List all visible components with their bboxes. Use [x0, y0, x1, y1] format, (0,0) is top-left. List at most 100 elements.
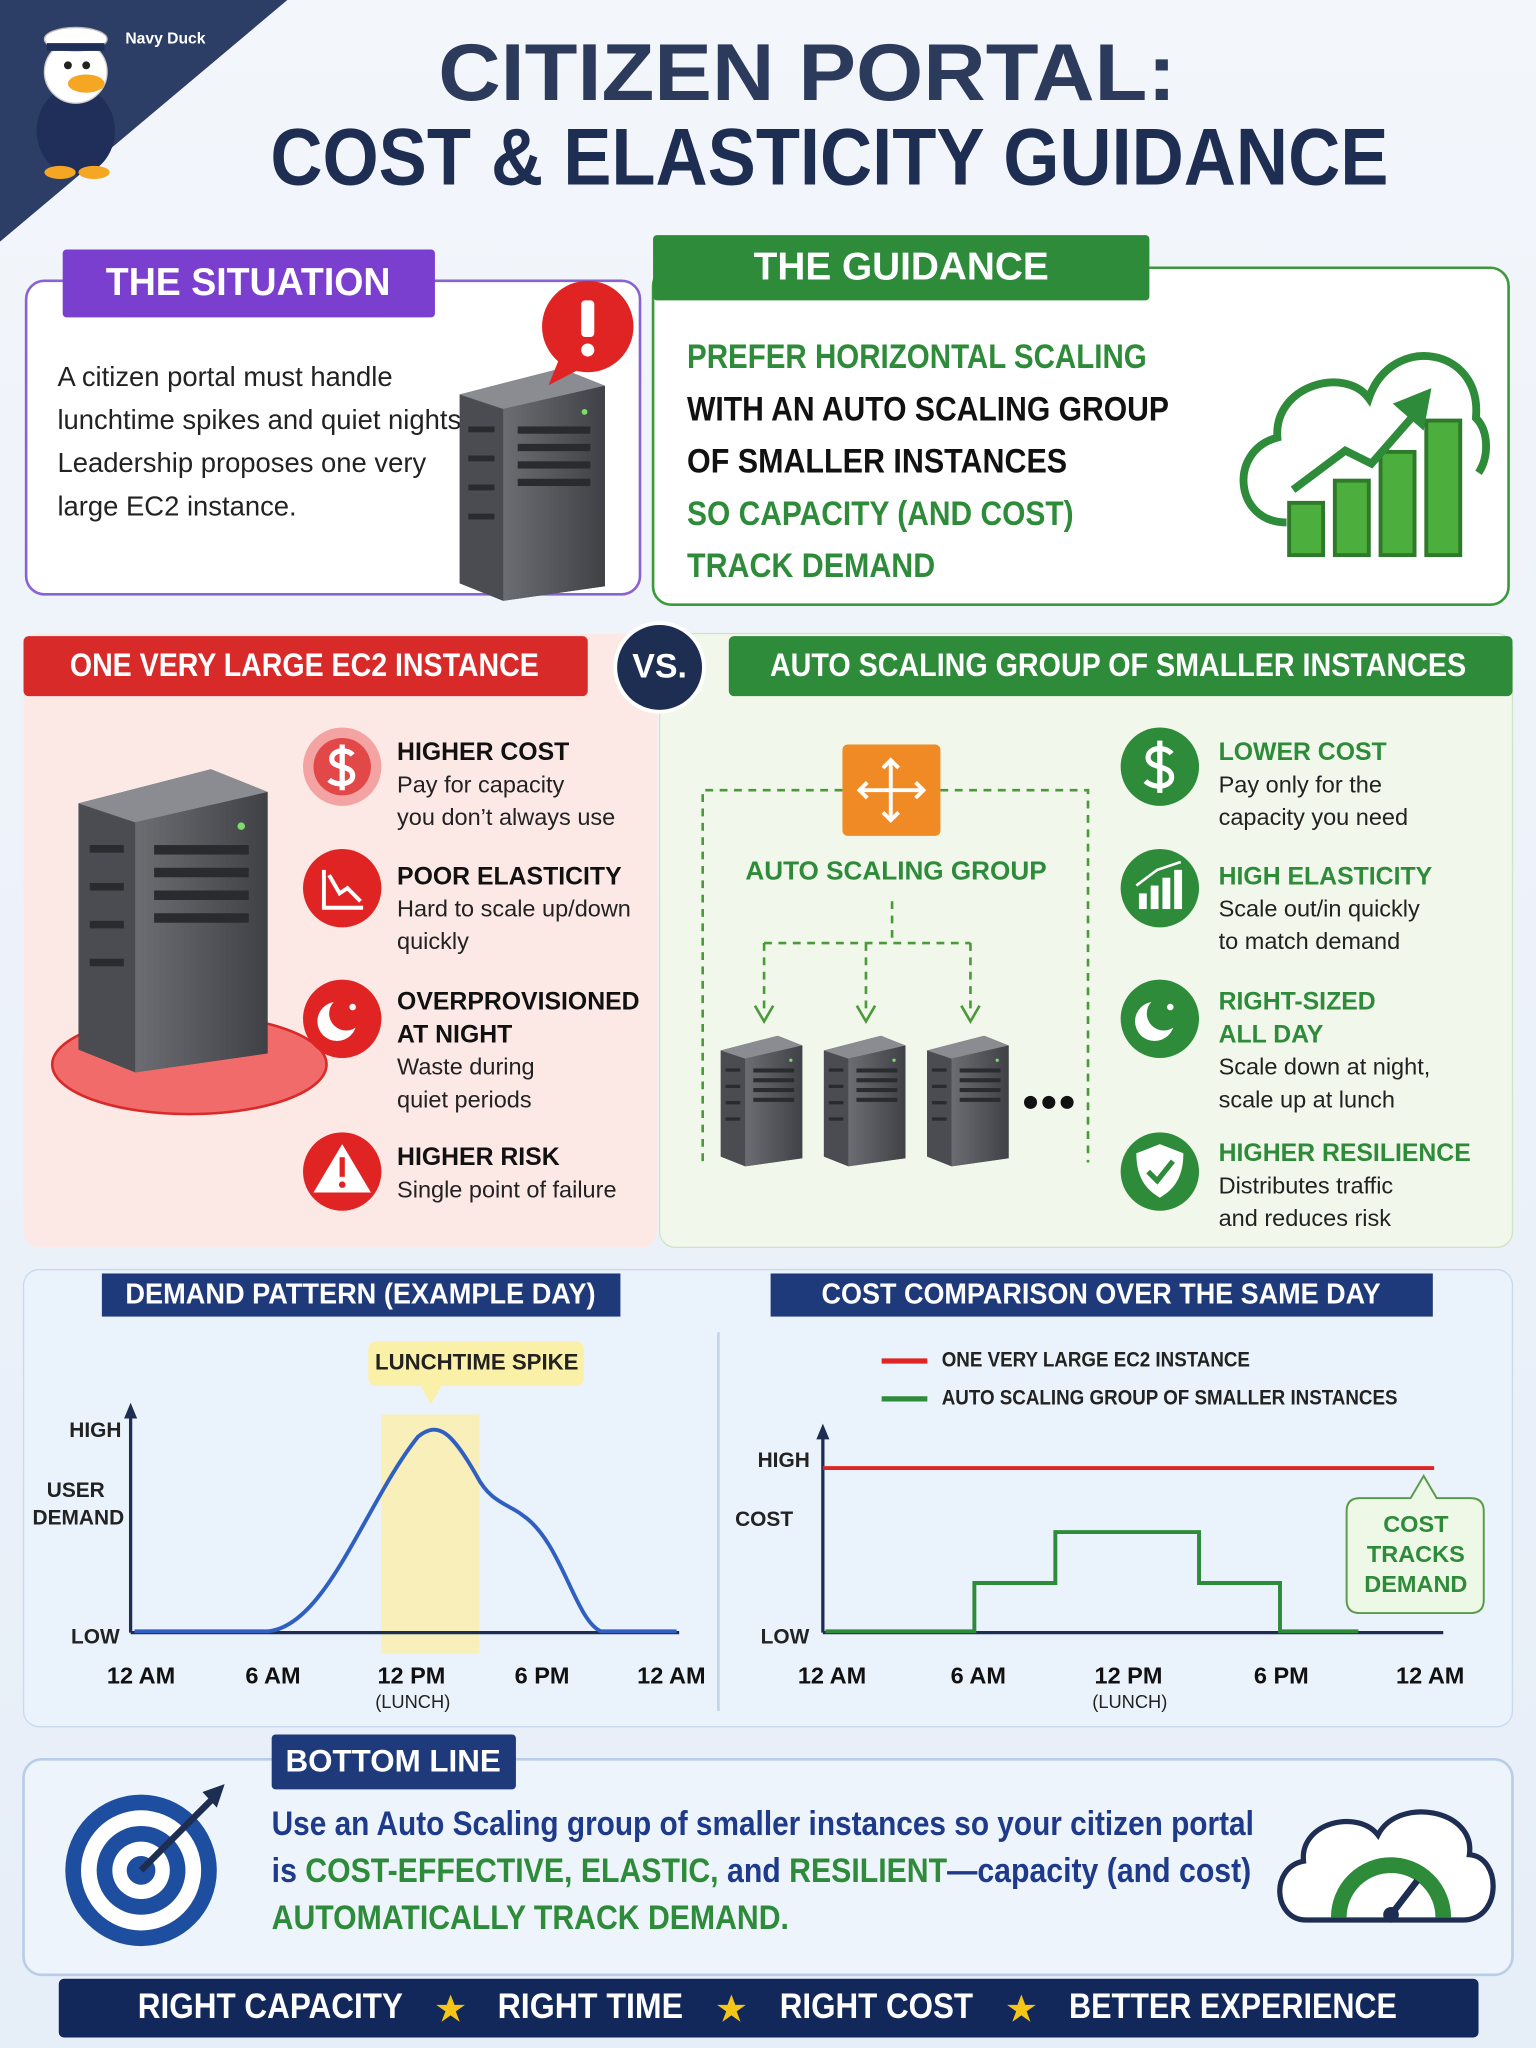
item-desc: capacity you need — [1219, 804, 1408, 830]
small-server — [720, 1035, 803, 1167]
guidance-text: WITH AN AUTO SCALING GROUP — [687, 390, 1169, 428]
item-desc: Scale out/in quickly — [1219, 896, 1420, 922]
left-heading: ONE VERY LARGE EC2 INSTANCE — [70, 646, 539, 683]
chart-title-bar — [101, 1273, 621, 1317]
situation-tab — [62, 249, 435, 318]
bottom-text: Use an Auto Scaling group of smaller ins… — [272, 1805, 1254, 1843]
callout-pointer — [420, 1385, 442, 1405]
large-server — [78, 769, 268, 1073]
chart-title: COST COMPARISON OVER THE SAME DAY — [822, 1278, 1381, 1310]
legend-label: AUTO SCALING GROUP OF SMALLER INSTANCES — [942, 1386, 1398, 1409]
y-axis-label: DEMAND — [33, 1507, 125, 1530]
x-tick-label: 6 PM — [1254, 1662, 1309, 1688]
x-tick-label: 12 AM — [1396, 1662, 1464, 1688]
bottom-tab — [271, 1734, 516, 1790]
cloud-growth-icon — [1239, 352, 1490, 558]
alert-icon — [542, 280, 634, 386]
text-run: —capacity (and cost) — [947, 1852, 1251, 1890]
asg-icon-arrows — [856, 757, 927, 824]
callout-box — [1345, 1473, 1485, 1615]
y-axis-label: COST — [735, 1508, 793, 1531]
guidance-heading: THE GUIDANCE — [754, 245, 1049, 288]
situation-text: large EC2 instance. — [57, 490, 296, 521]
footer-item: BETTER EXPERIENCE — [1069, 1987, 1397, 2026]
asg-label: AUTO SCALING GROUP — [745, 855, 1046, 885]
elasticity-icon — [1120, 848, 1200, 928]
axis-arrow — [816, 1423, 830, 1440]
item-desc: scale up at lunch — [1219, 1086, 1395, 1112]
item-desc: Pay for capacity — [397, 771, 564, 797]
guidance-text: OF SMALLER INSTANCES — [687, 443, 1067, 481]
callout-label: TRACKS — [1367, 1541, 1465, 1567]
item-desc: Distributes traffic — [1219, 1172, 1394, 1198]
small-server — [823, 1035, 906, 1167]
more-dots — [1024, 1095, 1074, 1109]
cloud-gauge-icon — [1277, 1809, 1496, 1923]
vs-badge — [613, 621, 706, 714]
y-axis-label: LOW — [71, 1625, 120, 1648]
guidance-text: TRACK DEMAND — [687, 547, 935, 585]
duck-mascot — [36, 26, 115, 179]
item-desc: Waste during — [397, 1054, 535, 1080]
x-tick-label: 12 AM — [637, 1662, 705, 1688]
callout-box — [368, 1341, 584, 1386]
y-axis-label: USER — [47, 1479, 105, 1502]
small-server — [927, 1035, 1009, 1167]
item-desc: Pay only for the — [1219, 771, 1382, 797]
footer-item: RIGHT TIME — [498, 1987, 683, 2026]
item-desc: Single point of failure — [397, 1176, 616, 1202]
guidance-text: PREFER HORIZONTAL SCALING — [687, 338, 1147, 376]
bottom-panel — [22, 1758, 1514, 1977]
title-line: CITIZEN PORTAL: — [438, 28, 1176, 118]
target-icon — [65, 1784, 225, 1947]
y-axis-label: LOW — [761, 1625, 810, 1648]
elasticity-icon — [303, 848, 382, 928]
x-tick-label: 6 AM — [951, 1662, 1006, 1688]
title-line: COST & ELASTICITY GUIDANCE — [270, 113, 1388, 203]
item-title: RIGHT-SIZED — [1219, 989, 1376, 1016]
callout-label: DEMAND — [1364, 1571, 1467, 1597]
item-title: HIGHER RISK — [397, 1144, 560, 1171]
server-icon — [459, 368, 605, 601]
cost-icon — [303, 727, 382, 806]
situation-text: A citizen portal must handle — [57, 361, 392, 392]
situation-heading: THE SITUATION — [106, 261, 391, 304]
item-title: AT NIGHT — [397, 1021, 512, 1048]
text-run: is — [272, 1852, 306, 1890]
x-tick-label: 12 AM — [107, 1662, 175, 1688]
x-tick-label: 6 AM — [245, 1662, 300, 1688]
charts-panel — [22, 1268, 1514, 1728]
item-desc: Hard to scale up/down — [397, 896, 631, 922]
bottom-text: AUTOMATICALLY TRACK DEMAND. — [272, 1899, 789, 1937]
risk-icon — [303, 1132, 382, 1211]
text-run: RESILIENT — [789, 1852, 947, 1890]
guidance-text: SO CAPACITY (AND COST) — [687, 495, 1074, 533]
x-sublabel: (LUNCH) — [375, 1691, 450, 1712]
legend-label: ONE VERY LARGE EC2 INSTANCE — [942, 1348, 1250, 1371]
axis-arrow — [124, 1402, 138, 1419]
item-title: HIGHER COST — [397, 739, 569, 766]
item-desc: you don’t always use — [397, 804, 615, 830]
asg-arrows — [753, 1005, 981, 1024]
item-title: HIGHER RESILIENCE — [1219, 1140, 1471, 1167]
item-title: ALL DAY — [1219, 1021, 1324, 1048]
asg-diagram — [701, 788, 1090, 1163]
item-desc: quickly — [397, 928, 469, 954]
night-icon — [1120, 979, 1200, 1058]
x-tick-label: 6 PM — [515, 1662, 570, 1688]
x-sublabel: (LUNCH) — [1092, 1691, 1167, 1712]
shield-icon — [1120, 1132, 1200, 1211]
x-tick-label: 12 PM — [1095, 1662, 1163, 1688]
text-run: COST-EFFECTIVE, ELASTIC, — [305, 1852, 718, 1890]
y-axis-label: HIGH — [69, 1419, 121, 1442]
item-title: HIGH ELASTICITY — [1219, 863, 1433, 890]
situation-text: Leadership proposes one very — [57, 447, 426, 478]
x-tick-label: 12 PM — [377, 1662, 445, 1688]
situation-text: lunchtime spikes and quiet nights. — [57, 404, 468, 435]
item-desc: and reduces risk — [1219, 1205, 1392, 1231]
chart-title-bar — [770, 1273, 1433, 1317]
chart-title: DEMAND PATTERN (EXAMPLE DAY) — [125, 1278, 595, 1310]
footer-item: RIGHT CAPACITY — [138, 1987, 403, 2026]
footer-bar — [58, 1978, 1479, 2038]
